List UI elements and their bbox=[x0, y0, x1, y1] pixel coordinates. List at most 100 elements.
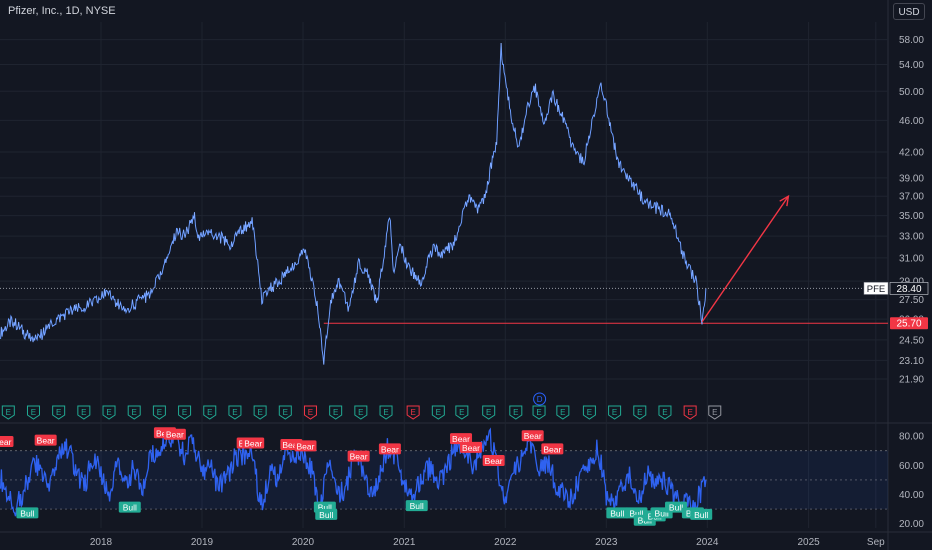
earnings-icon[interactable]: E bbox=[556, 405, 570, 420]
bull-tag-label: Bull bbox=[123, 503, 137, 513]
earnings-label: E bbox=[132, 408, 137, 417]
earnings-icon[interactable]: E bbox=[582, 405, 596, 420]
earnings-icon[interactable]: E bbox=[77, 405, 91, 420]
earnings-icon[interactable]: E bbox=[608, 405, 622, 420]
x-tick-label: 2018 bbox=[90, 537, 113, 548]
earnings-icon[interactable]: E bbox=[52, 405, 66, 420]
rsi-tick-label: 40.00 bbox=[899, 490, 924, 501]
bull-tag-label: Bull bbox=[319, 510, 333, 520]
bull-tag-bg bbox=[315, 508, 338, 520]
chart-title: Pfizer, Inc., 1D, NYSE bbox=[8, 5, 116, 17]
arrow-head bbox=[779, 194, 790, 207]
earnings-label: E bbox=[560, 408, 565, 417]
earnings-label: E bbox=[410, 408, 415, 417]
earnings-label: E bbox=[182, 408, 187, 417]
bear-tag-label: Bear bbox=[0, 437, 12, 447]
earnings-badge bbox=[683, 405, 697, 420]
earnings-label: E bbox=[662, 408, 667, 417]
earnings-label: E bbox=[358, 408, 363, 417]
bear-tag-label: Bear bbox=[37, 436, 55, 446]
bull-tag-bg bbox=[16, 507, 39, 519]
earnings-badge bbox=[178, 405, 192, 420]
last-price-label: 28.40 bbox=[896, 284, 921, 295]
earnings-icon[interactable]: E bbox=[354, 405, 368, 420]
earnings-label: E bbox=[383, 408, 388, 417]
y-tick-label: 35.00 bbox=[899, 211, 924, 222]
bear-tag-bg bbox=[347, 450, 370, 462]
earnings-icon[interactable]: E bbox=[278, 405, 292, 420]
bull-tag: Bull bbox=[690, 508, 713, 520]
earnings-icon[interactable]: E bbox=[1, 405, 15, 420]
earnings-label: E bbox=[333, 408, 338, 417]
earnings-icon[interactable]: E bbox=[683, 405, 697, 420]
earnings-icon[interactable]: E bbox=[482, 405, 496, 420]
earnings-icon[interactable]: E bbox=[26, 405, 40, 420]
earnings-icon[interactable]: E bbox=[329, 405, 343, 420]
y-tick-label: 37.00 bbox=[899, 192, 924, 203]
x-tick-label: 2025 bbox=[797, 537, 820, 548]
earnings-label: E bbox=[31, 408, 36, 417]
ticker-tag bbox=[863, 282, 889, 295]
earnings-icon[interactable]: E bbox=[509, 405, 523, 420]
earnings-icon[interactable]: E bbox=[532, 405, 546, 420]
earnings-icon[interactable]: E bbox=[178, 405, 192, 420]
bear-tag: Bear bbox=[0, 436, 14, 447]
support-price-label: 25.70 bbox=[896, 319, 921, 330]
bull-tag-bg bbox=[118, 501, 141, 513]
y-tick-label: 58.00 bbox=[899, 35, 924, 46]
bear-tag: Bear bbox=[378, 443, 401, 455]
earnings-badge bbox=[633, 405, 647, 420]
earnings-label: E bbox=[536, 408, 541, 417]
earnings-icon[interactable]: E bbox=[406, 405, 420, 420]
dividend-badge bbox=[533, 392, 547, 406]
x-tick-label: 2024 bbox=[696, 537, 719, 548]
y-tick-label: 31.00 bbox=[899, 253, 924, 264]
y-tick-label: 33.00 bbox=[899, 232, 924, 243]
bull-tag: Bull bbox=[315, 508, 338, 520]
y-tick-label: 39.00 bbox=[899, 173, 924, 184]
bull-tag-label: Bull bbox=[629, 508, 643, 518]
bull-tag-label: Bull bbox=[669, 503, 683, 513]
earnings-label: E bbox=[587, 408, 592, 417]
x-tick-label: 2023 bbox=[595, 537, 618, 548]
support-price-tag bbox=[890, 317, 928, 330]
bear-tag-bg bbox=[450, 433, 473, 445]
earnings-icon[interactable]: E bbox=[431, 405, 445, 420]
earnings-icon[interactable]: E bbox=[633, 405, 647, 420]
bull-tag: Bull bbox=[606, 507, 629, 519]
earnings-icon[interactable]: E bbox=[708, 405, 722, 420]
bear-tag: Bear bbox=[482, 454, 505, 466]
bull-tag-label: Bull bbox=[694, 510, 708, 520]
y-tick-label: 21.90 bbox=[899, 374, 924, 385]
earnings-badge bbox=[354, 405, 368, 420]
ticker-label: PFE bbox=[867, 284, 885, 295]
bear-tag-label: Bear bbox=[452, 434, 470, 444]
bear-tag-label: Bear bbox=[485, 456, 503, 466]
earnings-icon[interactable]: E bbox=[303, 405, 317, 420]
bear-tag-bg bbox=[294, 440, 317, 452]
bear-tag-bg bbox=[34, 434, 57, 446]
currency-button[interactable]: USD bbox=[893, 3, 925, 20]
dividend-icon[interactable]: D bbox=[533, 392, 547, 406]
x-tick-label: Sep bbox=[867, 537, 885, 548]
bear-tag-label: Bear bbox=[524, 431, 542, 441]
earnings-icon[interactable]: E bbox=[203, 405, 217, 420]
earnings-icon[interactable]: E bbox=[102, 405, 116, 420]
earnings-label: E bbox=[6, 408, 11, 417]
earnings-badge bbox=[708, 405, 722, 420]
earnings-icon[interactable]: E bbox=[253, 405, 267, 420]
earnings-badge bbox=[329, 405, 343, 420]
earnings-icon[interactable]: E bbox=[127, 405, 141, 420]
earnings-label: E bbox=[56, 408, 61, 417]
earnings-icon[interactable]: E bbox=[658, 405, 672, 420]
earnings-icon[interactable]: E bbox=[152, 405, 166, 420]
earnings-icon[interactable]: E bbox=[228, 405, 242, 420]
bull-tag-label: Bull bbox=[610, 508, 624, 518]
projection-arrow bbox=[701, 195, 789, 323]
earnings-badge bbox=[102, 405, 116, 420]
bear-tag: Bear bbox=[163, 428, 186, 440]
earnings-label: E bbox=[712, 408, 717, 417]
earnings-icon[interactable]: E bbox=[455, 405, 469, 420]
earnings-icon[interactable]: E bbox=[379, 405, 393, 420]
